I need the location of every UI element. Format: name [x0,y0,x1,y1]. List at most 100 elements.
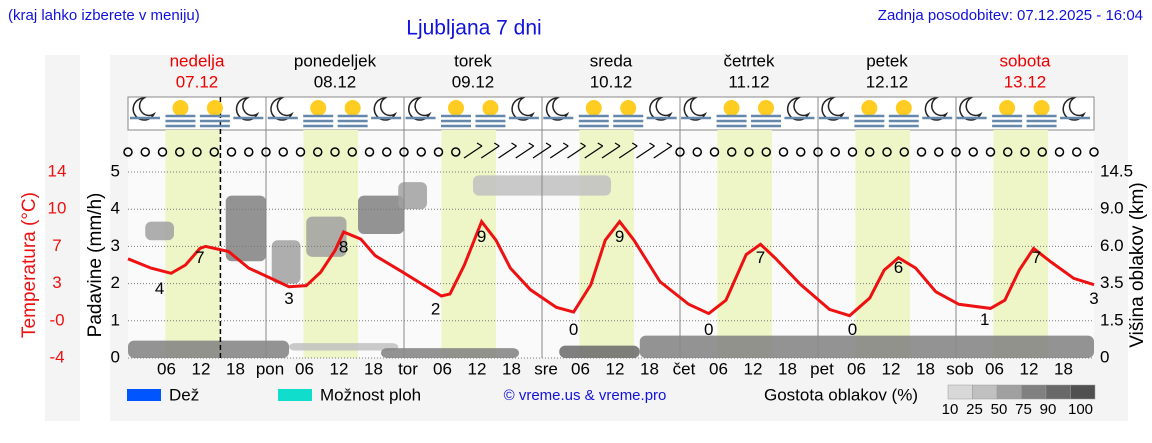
daylight-band [993,130,1048,358]
y-tick-label: 0 [111,347,120,366]
density-label: 90 [1040,401,1057,418]
wind-barb [636,142,655,159]
temperature-line [127,218,1095,318]
wind-calm [865,147,875,157]
x-tick-label: 12 [468,359,487,378]
legend-swatch [127,389,161,401]
x-tick-label: 06 [709,359,728,378]
day-date: 12.12 [866,72,909,91]
wind-calm [226,147,237,157]
day-name: ponedeljek [294,51,377,70]
wind-calm [761,147,771,157]
wind-calm [934,147,944,157]
wind-calm [1089,147,1099,157]
temperature-label: 3 [1089,289,1098,308]
cloud-tick-label: 3.5 [1100,273,1124,292]
density-swatch [972,384,998,400]
wind-calm [727,147,737,157]
cloud-cell [639,335,1094,358]
day-date: 13.12 [1004,72,1047,91]
x-tick-label: 18 [502,359,521,378]
temperature-tick-label: 3 [52,273,61,292]
temperature-label: 7 [756,248,765,267]
temperature-axis-title: Temperatura (°C) [19,192,40,338]
temperature-label: 9 [615,227,624,246]
wind-barb [515,142,535,159]
wind-calm [985,147,996,157]
temperature-label: 1 [980,310,989,329]
x-tick-label: čet [673,359,696,378]
x-tick-label: sre [534,359,558,378]
density-label: 50 [991,401,1008,418]
sun-icon [999,100,1016,116]
cloud-tick-label: 6.0 [1100,236,1124,255]
daylight-band [579,130,634,358]
wind-calm [192,147,202,157]
temperature-label: 0 [848,320,857,339]
density-swatch [1021,384,1047,400]
legend-swatch [278,389,312,401]
wind-calm [278,147,288,157]
density-swatch [1045,384,1071,400]
temperature-label: 0 [569,320,578,339]
sun-icon [482,100,499,116]
sun-icon [861,100,878,116]
cloud-cell [128,340,289,358]
sun-icon [172,100,189,116]
wind-barb [480,142,500,159]
wind-calm [347,147,357,157]
x-tick-label: 18 [778,359,797,378]
density-label: 100 [1068,401,1093,418]
wind-calm [744,147,754,157]
temperature-tick-label: 14 [48,161,67,180]
sun-icon [723,100,740,116]
temperature-label: 7 [1032,248,1041,267]
temperature-label: 9 [477,227,486,246]
x-tick-label: 06 [847,359,866,378]
wind-calm [813,147,823,157]
day-name: petek [866,51,908,70]
wind-calm [364,147,375,157]
wind-calm [675,147,685,157]
wind-barb [601,142,621,159]
y-tick-label: 4 [111,199,120,218]
daylight-band [717,130,772,358]
wind-calm [778,147,789,157]
density-swatch [996,384,1022,400]
wind-calm [123,147,133,157]
temperature-tick-label: -0 [49,310,64,329]
sun-icon [758,100,774,116]
day-name: sobota [999,51,1051,70]
x-tick-label: 06 [433,359,452,378]
wind-calm [830,147,840,157]
x-tick-label: 18 [640,359,659,378]
x-tick-label: 12 [192,359,211,378]
sun-icon [620,100,637,116]
y-tick-label: 5 [111,161,120,180]
copyright: © vreme.us & vreme.pro [504,387,667,404]
density-swatch [1070,384,1096,400]
temperature-label: 0 [704,320,713,339]
temperature-label: 4 [155,279,164,298]
x-tick-label: pon [256,359,284,378]
cloud-axis-title: Višina oblakov (km) [1127,182,1148,347]
x-tick-label: 18 [916,359,935,378]
wind-calm [968,147,978,157]
cloud-cell [358,195,404,234]
wind-calm [433,147,444,157]
wind-calm [847,147,858,157]
x-tick-label: 12 [330,359,349,378]
cloud-tick-label: 9.0 [1100,199,1124,218]
sun-icon [895,100,912,116]
wind-barb [498,142,517,159]
wind-calm [140,147,150,157]
x-tick-label: sob [946,359,973,378]
y-tick-label: 2 [111,273,120,292]
cloud-cell [271,240,301,284]
x-tick-label: 12 [606,359,625,378]
temperature-tick-label: -4 [49,347,64,366]
cloud-cell [145,221,174,241]
axis-panel [45,55,80,421]
sun-icon [310,100,327,116]
